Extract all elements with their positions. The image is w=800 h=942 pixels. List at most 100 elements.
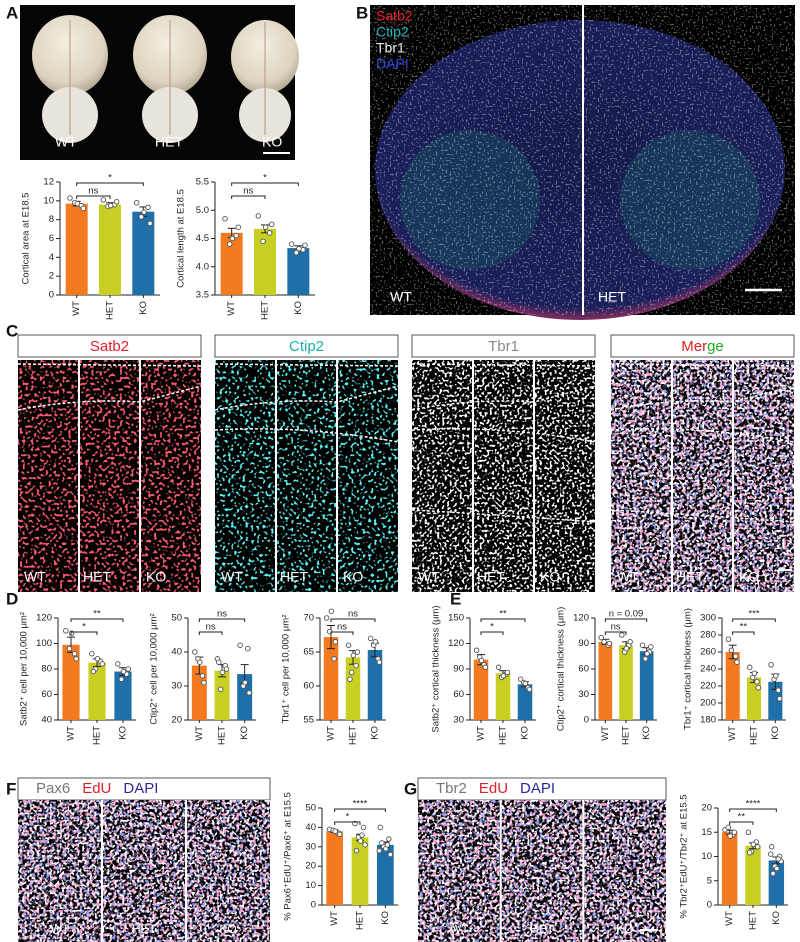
y-tick-label: 15 [701,827,712,838]
y-axis-label: Cortical area at E18.5 [21,193,32,285]
y-axis-label: Ctip2⁺ cell per 10,000 μm² [149,613,160,724]
significance-bracket [729,808,777,812]
y-tick-label: 50 [305,803,316,814]
significance-label: ns [217,609,227,620]
x-tick-label: KO [118,726,129,740]
data-point [233,232,240,239]
panel-header: Ctip2 [289,338,324,355]
bar [376,844,394,905]
y-tick-label: 10 [43,195,54,206]
data-point [384,842,391,848]
bar [287,248,310,295]
x-tick-label: KO [771,911,782,925]
data-point [773,673,779,679]
speckle [215,360,398,592]
data-point [347,676,353,682]
y-tick-label: 40 [41,715,52,726]
layer-boundary [610,385,795,411]
y-tick-label: 280 [700,630,716,641]
layer-boundary [411,363,596,367]
header-box [214,334,399,358]
data-point [201,679,207,686]
data-point [120,668,127,675]
data-point [750,841,757,848]
data-point [197,659,203,665]
significance-bracket [334,808,386,812]
data-point [266,230,273,236]
significance-bracket [198,631,223,635]
data-point [217,686,224,693]
data-point [235,224,242,230]
layer-boundary [610,509,795,523]
x-tick-label: HET [748,911,759,930]
y-tick-label: 50 [171,613,182,624]
speckle [18,360,201,592]
data-point [100,197,107,203]
bar [745,845,761,905]
data-point [268,221,275,228]
significance-label: * [345,812,349,823]
channel-label: EdU [82,780,111,797]
speckle [418,800,666,942]
significance-label: ** [499,609,507,620]
bar [367,649,383,720]
data-point [504,669,511,676]
data-point [768,662,774,668]
data-point [774,865,780,872]
data-point [113,199,120,205]
bar [326,831,344,905]
bar [65,203,88,295]
x-tick-label: HET [92,726,103,745]
y-tick-label: 120 [36,613,52,624]
y-tick-label: 220 [700,681,716,692]
y-axis-label: % Pax6⁺EdU⁺/Pax6⁺ at E15.5 [283,792,294,921]
bar [725,652,740,720]
x-tick-label: WT [226,301,237,316]
significance-label: * [490,622,494,633]
y-axis-label: Satb2⁺ cortical thickness (μm) [431,605,442,732]
data-point [89,650,95,657]
y-tick-label: 300 [700,613,716,624]
y-tick-label: 240 [700,664,716,675]
data-point [359,832,365,838]
genotype-label: HET [280,569,308,585]
data-point [222,215,228,222]
y-tick-label: 4.0 [196,261,209,272]
layer-boundary [214,363,399,367]
bar [214,670,230,720]
y-tick-label: 180 [700,715,716,726]
y-tick-label: 20 [701,803,712,814]
genotype-label: KO [262,134,282,150]
x-tick-label: KO [370,726,381,740]
y-tick-label: 20 [305,861,316,872]
genotype-label: WT [221,569,243,585]
data-point [387,851,394,858]
data-point [728,647,735,654]
x-tick-label: KO [380,911,391,925]
header-box [411,334,596,358]
genotype-label: HET [530,922,555,936]
data-point [125,666,131,672]
data-point [648,644,654,650]
significance-bracket [732,618,776,622]
data-point [107,202,114,209]
genotype-label: HET [155,134,183,150]
data-point [754,679,760,685]
data-point [767,851,774,857]
data-point [331,656,337,662]
data-point [99,661,105,667]
y-tick-label: 30 [453,715,464,726]
data-point [482,664,489,671]
x-tick-label: WT [326,726,337,741]
data-point [768,844,775,850]
x-tick-label: KO [138,301,149,315]
significance-bracket [70,618,124,622]
genotype-label: HET [598,289,626,305]
data-point [639,642,646,648]
layer-boundary [17,385,202,411]
y-axis-label: Ctip2⁺ cortical thickness (μm) [556,607,567,732]
data-point [63,628,69,634]
layer-boundary [214,428,399,443]
x-tick-label: KO [293,301,304,315]
significance-label: ** [740,622,748,633]
